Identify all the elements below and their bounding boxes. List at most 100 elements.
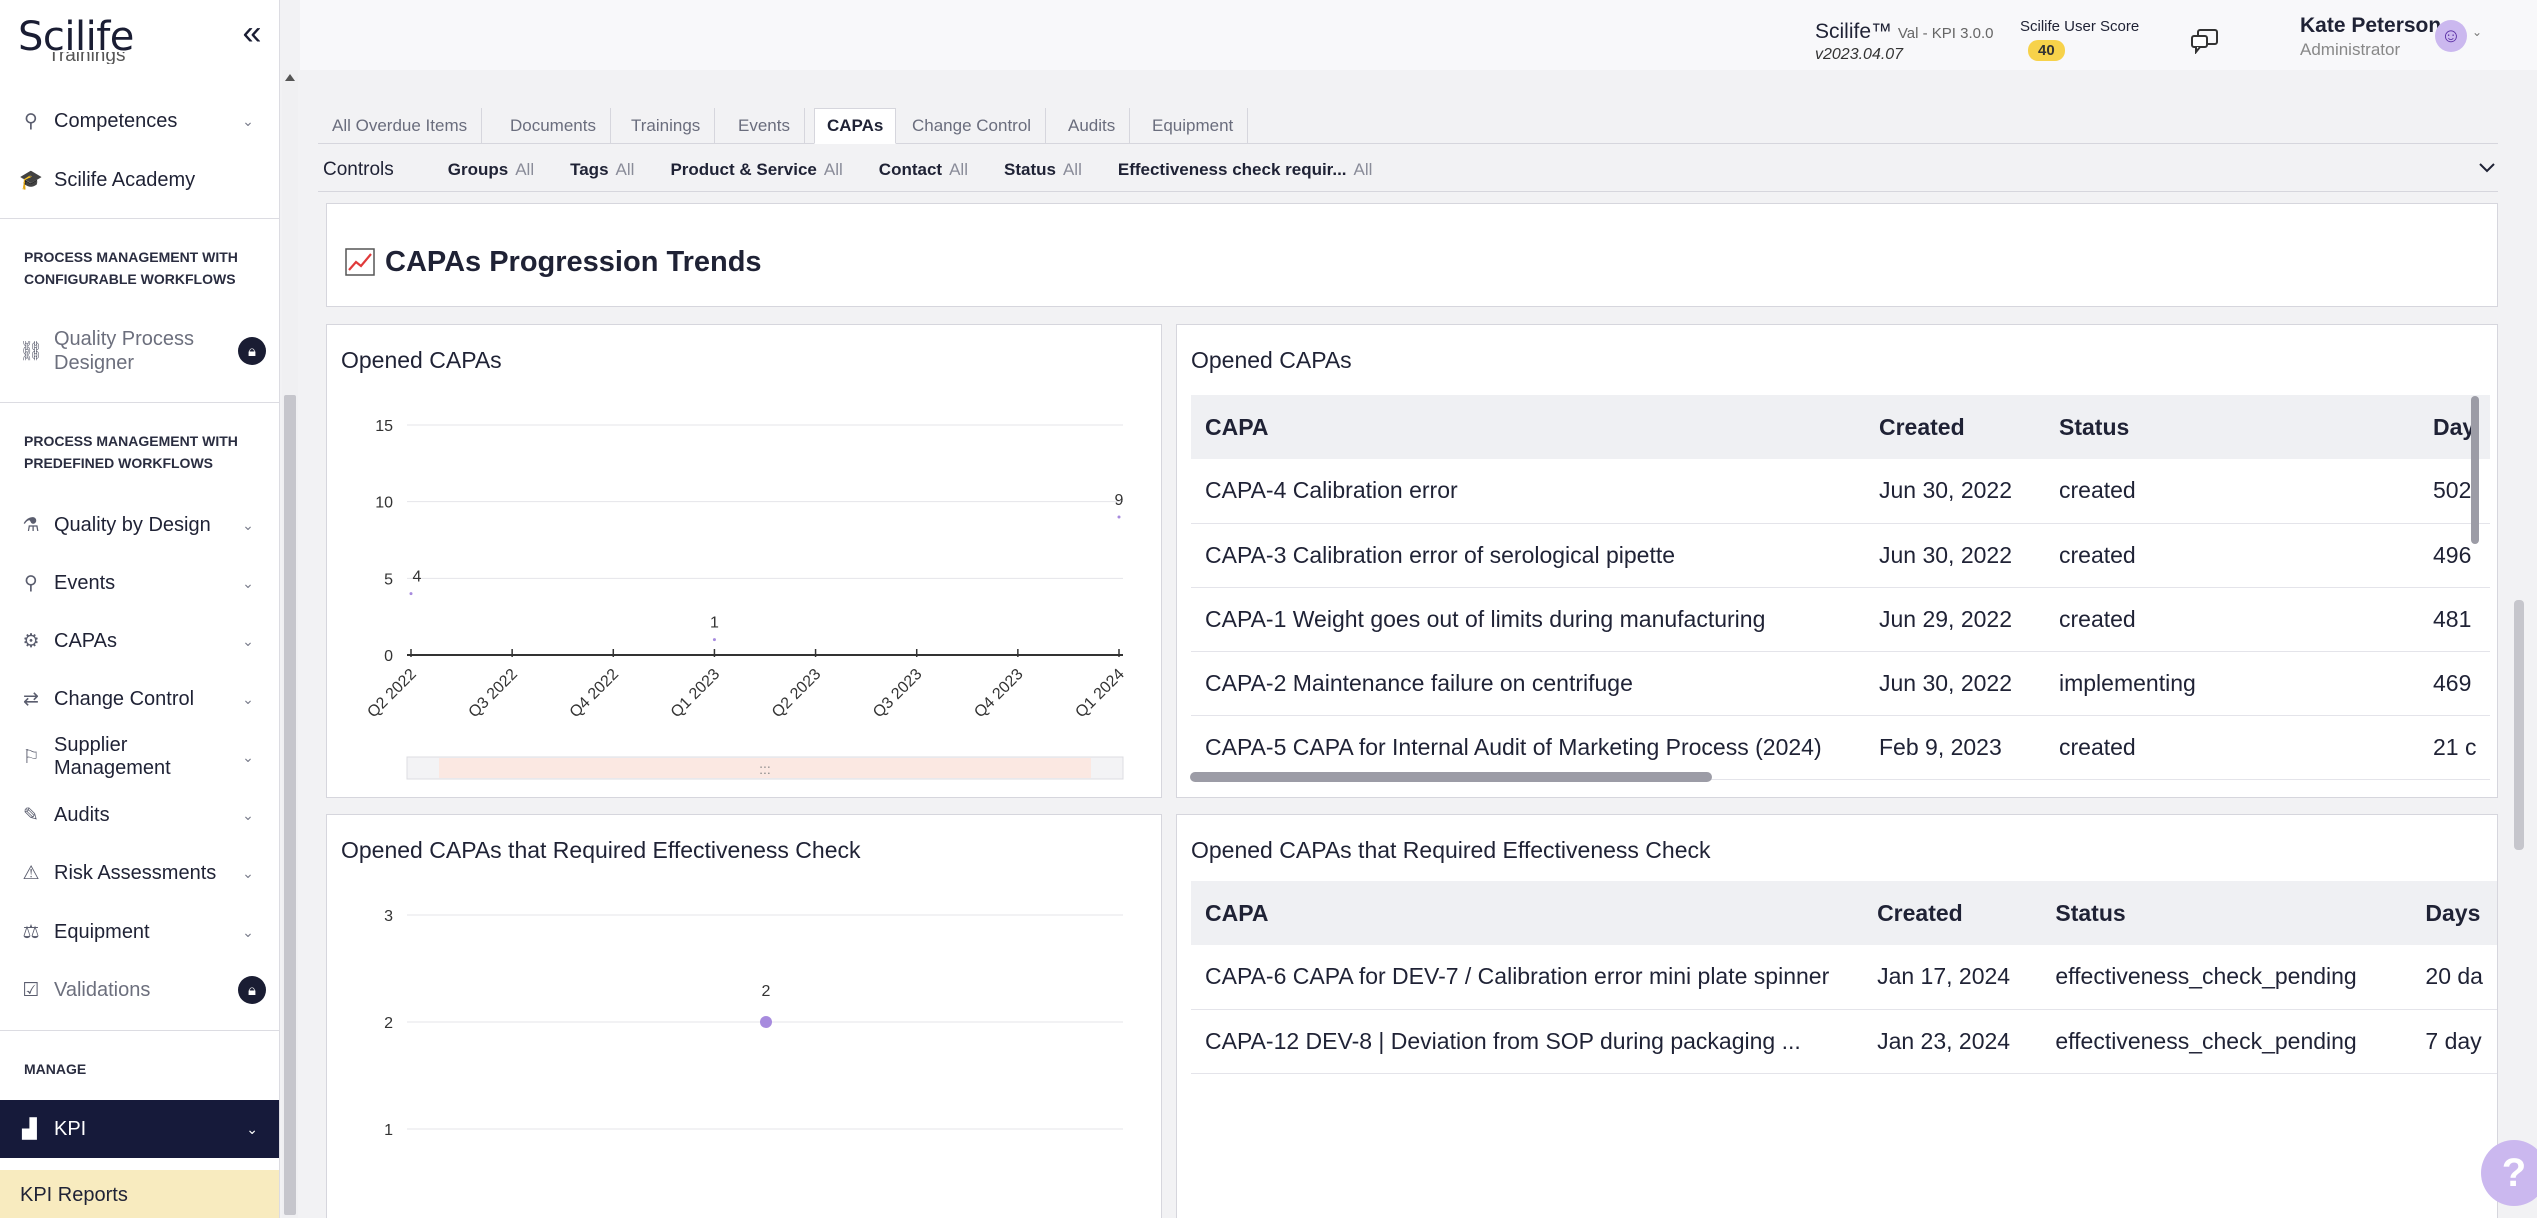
sidebar-item-risk-assessments[interactable]: ⚠ Risk Assessments ⌄ — [0, 851, 279, 895]
column-header-capa[interactable]: CAPA — [1191, 881, 1864, 945]
tab-capas[interactable]: CAPAs — [814, 108, 897, 144]
column-header-created[interactable]: Created — [1863, 881, 2042, 945]
table-vertical-scrollbar[interactable] — [2471, 396, 2479, 544]
table-row[interactable]: CAPA-2 Maintenance failure on centrifuge… — [1191, 651, 2491, 716]
collapse-sidebar-icon[interactable]: « — [242, 14, 262, 52]
filter-contact[interactable]: Contact All — [879, 160, 968, 180]
tab-change-control[interactable]: Change Control — [898, 108, 1047, 144]
column-header-created[interactable]: Created — [1865, 395, 2045, 459]
academy-icon: 🎓 — [19, 170, 43, 191]
chevron-down-icon: ⌄ — [242, 516, 254, 533]
x-tick-label: Q3 2022 — [466, 666, 521, 721]
filter-groups[interactable]: Groups All — [448, 160, 534, 180]
chevron-down-icon[interactable]: ⌄ — [2472, 25, 2483, 39]
filter-label: Product & Service — [670, 159, 817, 179]
sidebar-item-supplier-management[interactable]: ⚐ Supplier Management ⌄ — [0, 734, 279, 779]
sidebar-item-equipment[interactable]: ⚖ Equipment ⌄ — [0, 910, 279, 954]
tab-all-overdue-items[interactable]: All Overdue Items — [318, 108, 483, 144]
cell-status: effectiveness_check_pending — [2041, 1009, 2412, 1074]
sidebar-item-quality-process-designer[interactable]: ⛓ Quality Process Designer 🔒︎ — [0, 326, 279, 376]
filter-label: Contact — [878, 159, 943, 179]
cell-capa[interactable]: CAPA-1 Weight goes out of limits during … — [1191, 587, 1865, 652]
x-tick-label: Q3 2023 — [870, 666, 925, 721]
cell-capa[interactable]: CAPA-6 CAPA for DEV-7 / Calibration erro… — [1191, 945, 1864, 1010]
version-sub: Val - KPI 3.0.0 — [1897, 25, 1994, 42]
filter-effectiveness-check[interactable]: Effectiveness check requir... All — [1118, 160, 1373, 180]
sidebar-item-quality-by-design[interactable]: ⚗ Quality by Design ⌄ — [0, 503, 279, 547]
avatar[interactable]: ☺ — [2435, 20, 2467, 52]
sidebar-item-competences[interactable]: ⚲ Competences ⌄ — [0, 99, 279, 143]
scroll-up-icon[interactable] — [285, 74, 295, 81]
sidebar-item-label: Quality Process — [54, 328, 195, 350]
table-row[interactable]: CAPA-6 CAPA for DEV-7 / Calibration erro… — [1191, 945, 2497, 1010]
table-row[interactable]: CAPA-3 Calibration error of serological … — [1191, 523, 2491, 588]
main-scrollbar[interactable] — [2511, 70, 2527, 1218]
cell-capa[interactable]: CAPA-2 Maintenance failure on centrifuge — [1191, 651, 1865, 716]
chat-icon[interactable] — [2190, 28, 2220, 54]
filter-product-service[interactable]: Product & Service All — [670, 160, 842, 180]
tab-equipment[interactable]: Equipment — [1138, 108, 1249, 144]
tab-audits[interactable]: Audits — [1054, 108, 1131, 144]
help-button[interactable]: ? — [2481, 1140, 2537, 1206]
cell-days: 502 — [2419, 459, 2491, 524]
y-tick-label: 0 — [384, 648, 393, 665]
opened-capas-table-card: Opened CAPAs CAPA Created Status Day CAP… — [1176, 324, 2498, 798]
sidebar-item-validations[interactable]: ☑ Validations 🔒︎ — [0, 968, 279, 1012]
filter-label: Status — [1003, 159, 1056, 179]
sidebar-item-kpi[interactable]: ▟ KPI ⌄ — [0, 1100, 279, 1158]
data-point — [409, 592, 413, 596]
sidebar-item-label: Supplier Management — [54, 734, 171, 779]
filter-tags[interactable]: Tags All — [570, 160, 634, 180]
filter-value: All — [949, 159, 968, 179]
top-header: Scilife™ Val - KPI 3.0.0 v2023.04.07 Sci… — [300, 0, 2537, 70]
sidebar-item-trainings-partial[interactable]: Trainings — [48, 52, 126, 64]
table-row[interactable]: CAPA-5 CAPA for Internal Audit of Market… — [1191, 715, 2491, 780]
cell-status: created — [2045, 459, 2419, 524]
chevron-down-icon[interactable] — [2478, 158, 2496, 176]
scilife-logo[interactable]: Scilife — [18, 14, 134, 60]
sidebar-item-label: Competences — [54, 109, 178, 132]
sidebar-item-kpi-reports[interactable]: KPI Reports — [0, 1170, 279, 1218]
cell-capa[interactable]: CAPA-4 Calibration error — [1191, 459, 1865, 524]
user-name[interactable]: Kate Peterson — [2300, 14, 2442, 37]
filter-status[interactable]: Status All — [1004, 160, 1082, 180]
sidebar-item-change-control[interactable]: ⇄ Change Control ⌄ — [0, 677, 279, 721]
workflow-icon: ⛓ — [18, 341, 44, 362]
table-row[interactable]: CAPA-1 Weight goes out of limits during … — [1191, 587, 2491, 652]
tab-trainings[interactable]: Trainings — [617, 108, 716, 144]
column-header-status[interactable]: Status — [2041, 881, 2412, 945]
table-title: Opened CAPAs — [1191, 347, 1352, 373]
cell-created: Jun 30, 2022 — [1865, 523, 2045, 588]
table-row[interactable]: CAPA-4 Calibration error Jun 30, 2022 cr… — [1191, 459, 2491, 524]
y-tick-label: 10 — [375, 495, 393, 512]
tab-events[interactable]: Events — [724, 108, 805, 144]
column-header-status[interactable]: Status — [2045, 395, 2419, 459]
x-tick-label: Q4 2022 — [567, 666, 622, 721]
section-header-predefined: PROCESS MANAGEMENT WITH PREDEFINED WORKF… — [24, 433, 238, 471]
column-header-capa[interactable]: CAPA — [1191, 395, 1865, 459]
scrollbar-thumb[interactable] — [2514, 600, 2524, 850]
column-header-days[interactable]: Day — [2419, 395, 2491, 459]
cell-created: Feb 9, 2023 — [1865, 715, 2045, 780]
sidebar-scrollbar[interactable] — [282, 70, 298, 1218]
tab-documents[interactable]: Documents — [496, 108, 611, 144]
cell-status: effectiveness_check_pending — [2041, 945, 2412, 1010]
user-score-badge[interactable]: 40 — [2028, 40, 2065, 61]
cell-created: Jun 30, 2022 — [1865, 459, 2045, 524]
sidebar-item-scilife-academy[interactable]: 🎓 Scilife Academy — [0, 158, 279, 202]
table-row[interactable]: CAPA-12 DEV-8 | Deviation from SOP durin… — [1191, 1009, 2497, 1074]
scrollbar-thumb[interactable] — [284, 395, 296, 1215]
competences-icon: ⚲ — [24, 110, 38, 132]
sidebar-item-capas[interactable]: ⚙ CAPAs ⌄ — [0, 619, 279, 663]
sidebar-item-events[interactable]: ⚲ Events ⌄ — [0, 561, 279, 605]
filter-value: All — [1353, 159, 1373, 179]
cell-capa[interactable]: CAPA-5 CAPA for Internal Audit of Market… — [1191, 715, 1865, 780]
cell-capa[interactable]: CAPA-12 DEV-8 | Deviation from SOP durin… — [1191, 1009, 1864, 1074]
table-horizontal-scrollbar[interactable] — [1190, 772, 1712, 782]
sidebar-item-audits[interactable]: ✎ Audits ⌄ — [0, 793, 279, 837]
column-header-days[interactable]: Days — [2411, 881, 2497, 945]
equipment-icon: ⚖ — [22, 921, 40, 943]
chevron-down-icon: ⌄ — [242, 574, 254, 591]
cell-capa[interactable]: CAPA-3 Calibration error of serological … — [1191, 523, 1865, 588]
version-date: v2023.04.07 — [1815, 46, 1904, 63]
